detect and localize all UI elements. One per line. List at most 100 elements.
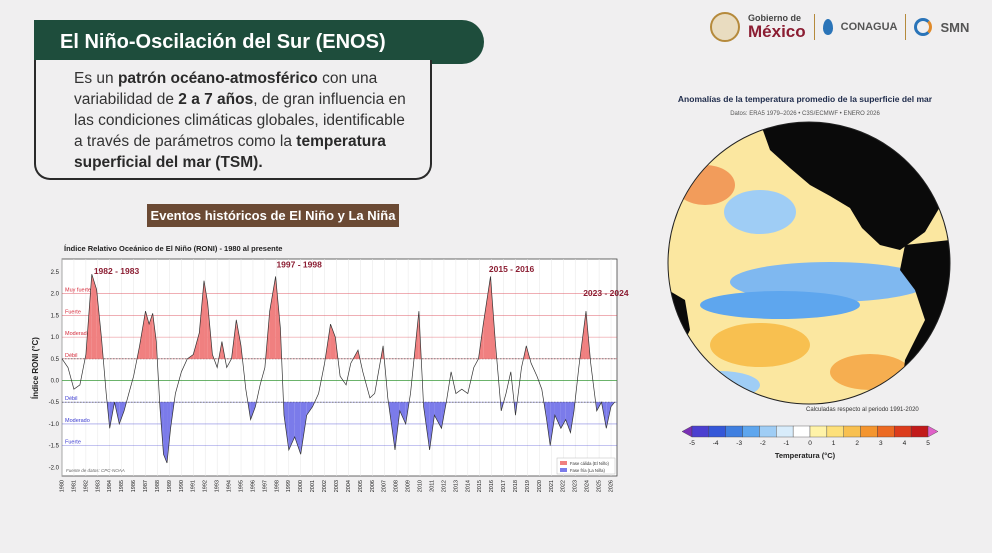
legend-label-warm: Fase cálida (El Niño) bbox=[570, 461, 609, 466]
chart-band-label: Moderado bbox=[65, 331, 90, 337]
chart-x-tick-label: 1986 bbox=[131, 480, 137, 492]
chart-band-label: Muy fuerte bbox=[65, 288, 91, 294]
chart-title: Índice Relativo Oceánico de El Niño (RON… bbox=[64, 244, 282, 253]
chart-fill-segment bbox=[300, 402, 307, 455]
chart-x-tick-label: 1981 bbox=[71, 480, 77, 492]
chart-event-annotation: 2023 - 2024 bbox=[583, 288, 629, 298]
colorbar-tick-label: -4 bbox=[713, 440, 719, 447]
chart-fill-segment bbox=[284, 402, 289, 450]
map-subtitle: Datos: ERA5 1979–2026 • C3S/ECMWF • ENER… bbox=[730, 111, 880, 117]
colorbar-tick-label: 4 bbox=[903, 440, 907, 447]
chart-y-ticks: 2.5 2.0 1.5 1.0 0.5 0.0 -0.5 -1.0 -1.5 -2.0 bbox=[49, 270, 60, 471]
chart-x-tick-label: 1999 bbox=[286, 480, 292, 492]
chart-fill-segment bbox=[565, 402, 571, 433]
chart-x-tick-label: 1991 bbox=[191, 480, 197, 492]
chart-x-tick-label: 1987 bbox=[143, 480, 149, 492]
chart-x-tick-label: 2000 bbox=[298, 480, 304, 492]
chart-x-tick-label: 1985 bbox=[119, 480, 125, 492]
gobierno-logo-line2: México bbox=[748, 22, 806, 41]
chart-legend-box bbox=[556, 457, 616, 475]
colorbar-cell bbox=[708, 425, 726, 438]
colorbar-cell bbox=[725, 425, 743, 438]
colorbar-tick-label: 1 bbox=[832, 440, 836, 447]
chart-x-tick-label: 1995 bbox=[238, 480, 244, 492]
chart-x-tick-label: 2005 bbox=[358, 480, 364, 492]
chart-fill-segment bbox=[550, 402, 555, 446]
description-box: Es un patrón océano-atmosférico con una … bbox=[34, 60, 432, 180]
chart-x-tick-label: 2013 bbox=[453, 480, 459, 492]
chart-x-tick-label: 1980 bbox=[59, 480, 65, 492]
colorbar-tick-label: -1 bbox=[784, 440, 790, 447]
chart-x-tick-label: 1989 bbox=[167, 480, 173, 492]
colorbar-tick-label: -2 bbox=[760, 440, 766, 447]
colorbar-cell bbox=[691, 425, 710, 438]
chart-fill-segment bbox=[236, 319, 242, 359]
logo-divider bbox=[813, 14, 815, 40]
smn-logo: SMN bbox=[940, 19, 970, 35]
chart-x-tick-label: 2004 bbox=[346, 480, 352, 492]
gobierno-logo-line1: Gobierno de bbox=[748, 13, 802, 23]
mexico-seal-icon bbox=[710, 12, 740, 42]
chart-fill-segment bbox=[483, 276, 491, 359]
description-bold-3: temperatura superficial del mar (TSM). bbox=[74, 133, 386, 171]
colorbar-tick-label: -3 bbox=[736, 440, 742, 447]
chart-band-label: Débil bbox=[65, 353, 78, 359]
chart-fill-segment bbox=[139, 311, 146, 359]
colorbar-cell bbox=[894, 425, 912, 438]
chart-fill-segment bbox=[554, 402, 561, 429]
colorbar-cell bbox=[742, 425, 760, 438]
chart-fill-segment bbox=[91, 274, 97, 359]
chart-x-tick-label: 2020 bbox=[537, 480, 543, 492]
events-label: Eventos históricos de El Niño y La Niña bbox=[147, 204, 399, 227]
chart-y-tick-label: -0.5 bbox=[49, 400, 60, 406]
chart-fill-segment bbox=[96, 289, 102, 359]
chart-fill-segment bbox=[152, 313, 157, 359]
chart-fill-segment bbox=[199, 280, 205, 359]
description-bold-2: 2 a 7 años bbox=[178, 91, 254, 108]
colorbar-cell bbox=[759, 425, 777, 438]
chart-event-annotation: 1982 - 1983 bbox=[94, 266, 140, 276]
chart-x-tick-label: 2022 bbox=[561, 480, 567, 492]
map-note: Calculadas respecto al periodo 1991-2020 bbox=[806, 407, 919, 413]
chart-x-tick-label: 1984 bbox=[107, 480, 113, 492]
chart-x-tick-label: 1994 bbox=[227, 480, 233, 492]
legend-swatch-cool bbox=[560, 468, 567, 472]
chart-x-tick-label: 2010 bbox=[418, 480, 424, 492]
chart-roni-line bbox=[61, 274, 615, 464]
chart-y-tick-label: -1.0 bbox=[49, 422, 60, 428]
colorbar-cell bbox=[910, 425, 929, 438]
chart-x-tick-label: 2017 bbox=[501, 480, 507, 492]
chart-fill-segment bbox=[167, 402, 171, 463]
page-title-banner: El Niño-Oscilación del Sur (ENOS) bbox=[34, 20, 484, 64]
chart-y-tick-label: 0.0 bbox=[51, 379, 60, 385]
chart-fill-segment bbox=[560, 402, 566, 429]
chart-x-tick-label: 2008 bbox=[394, 480, 400, 492]
colorbar-cell bbox=[776, 425, 794, 438]
colorbar-cell bbox=[877, 425, 895, 438]
colorbar-tick-label: 3 bbox=[879, 440, 883, 447]
logos-bar: Gobierno de México CONAGUA SMN bbox=[710, 10, 970, 44]
chart-fill-segment bbox=[250, 402, 256, 420]
smn-icon bbox=[914, 18, 933, 36]
chart-legend: Fase cálida (El Niño) Fase fría (La Niña… bbox=[556, 457, 616, 475]
chart-fill-segment bbox=[546, 402, 551, 446]
colorbar-cell bbox=[826, 425, 844, 438]
chart-y-axis-label: Índice RONI (°C) bbox=[31, 337, 40, 399]
colorbar-cell bbox=[843, 425, 861, 438]
chart-x-tick-label: 2016 bbox=[489, 480, 495, 492]
chart-x-tick-label: 1992 bbox=[203, 480, 209, 492]
chart-x-tick-label: 2009 bbox=[406, 480, 412, 492]
chart-y-tick-label: 2.5 bbox=[51, 270, 60, 276]
chart-x-tick-label: 1998 bbox=[274, 480, 280, 492]
chart-x-tick-label: 2006 bbox=[370, 480, 376, 492]
chart-y-tick-label: -2.0 bbox=[49, 465, 60, 471]
logo-divider bbox=[905, 14, 907, 40]
chart-fill-segment bbox=[145, 311, 150, 359]
gobierno-logo: Gobierno de México bbox=[748, 13, 806, 41]
chart-fill-segment bbox=[434, 402, 442, 429]
chart-x-tick-label: 1990 bbox=[179, 480, 185, 492]
chart-x-tick-label: 1988 bbox=[155, 480, 161, 492]
chart-y-tick-label: -1.5 bbox=[49, 444, 60, 450]
colorbar-arrow-right bbox=[927, 425, 939, 438]
globe-warm-patch-south bbox=[710, 323, 810, 367]
